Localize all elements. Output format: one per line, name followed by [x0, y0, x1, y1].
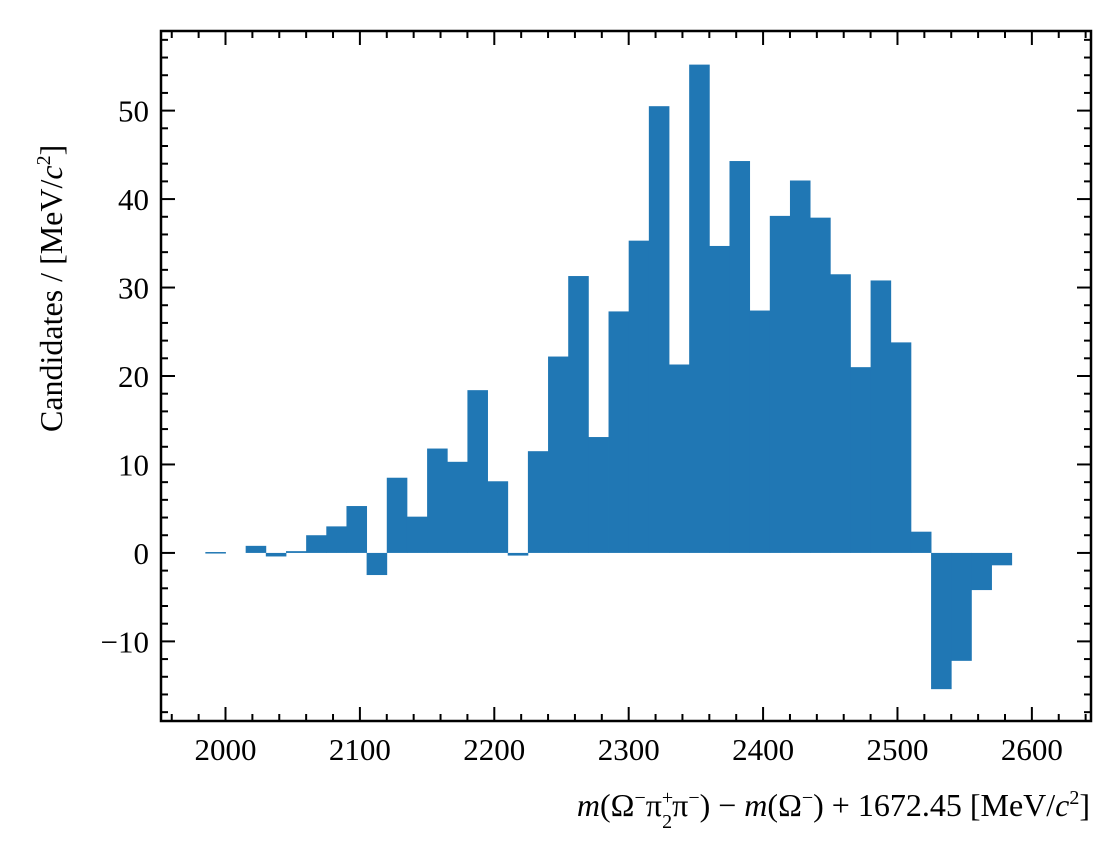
histogram-bar [427, 448, 448, 553]
histogram-bar [669, 364, 690, 553]
histogram-bar [789, 180, 811, 553]
x-tick-labels: 2000 2100 2200 2300 2400 2500 2600 [195, 732, 1063, 767]
histogram-bar [910, 531, 932, 553]
histogram-bar [386, 477, 408, 553]
y-tick-label: −10 [101, 624, 149, 659]
histogram-bar [306, 535, 327, 553]
y-tick-label: 40 [118, 182, 149, 217]
histogram-bar [769, 215, 791, 553]
x-axis-label: m(Ω−π+ 2π−) − m(Ω−) + 1672.45 [MeV/c2] [577, 787, 1090, 833]
histogram-bar [850, 367, 871, 553]
histogram-bar [608, 311, 630, 553]
x-tick-label: 2300 [598, 732, 660, 767]
histogram-bar [548, 356, 569, 553]
y-axis-label: Candidates / [MeV/c2] [33, 145, 69, 432]
histogram-bar [628, 240, 650, 553]
histogram-bar [689, 64, 710, 553]
histogram-bar [406, 516, 428, 553]
histogram-bar [991, 552, 1013, 566]
histogram-bar [507, 552, 529, 556]
y-tick-labels: −10 0 10 20 30 40 50 [101, 94, 149, 660]
histogram-bar [870, 280, 892, 553]
x-tick-label: 2200 [463, 732, 525, 767]
histogram-bar [568, 276, 589, 553]
histogram-bar [467, 390, 488, 553]
histogram-bar [931, 552, 952, 690]
histogram-bar [366, 552, 388, 576]
histogram-bar [588, 437, 609, 553]
histogram-bar [205, 552, 226, 554]
histogram-bar [285, 551, 307, 553]
plot-frame [159, 29, 1093, 723]
histogram-bar [729, 161, 751, 553]
histogram-bar [648, 106, 670, 553]
x-tick-label: 2400 [732, 732, 794, 767]
x-tick-label: 2100 [329, 732, 391, 767]
histogram-bar [527, 451, 549, 553]
y-tick-label: 50 [118, 94, 149, 129]
y-tick-label: 10 [118, 447, 149, 482]
y-tick-label: 20 [118, 359, 149, 394]
y-tick-label: 30 [118, 271, 149, 306]
histogram-bar [265, 552, 287, 557]
histogram-bar [890, 342, 912, 553]
histogram-bar [326, 526, 347, 553]
x-tick-label: 2500 [866, 732, 928, 767]
x-tick-label: 2600 [1001, 732, 1063, 767]
histogram-bar [709, 245, 730, 553]
y-tick-label: 0 [134, 536, 150, 571]
histogram-bar [447, 461, 468, 553]
histogram-bar [810, 217, 831, 553]
x-tick-label: 2000 [195, 732, 257, 767]
histogram-bar [951, 552, 972, 661]
histogram-bar [971, 552, 992, 591]
bars-group [205, 64, 1013, 690]
histogram-bar [487, 481, 509, 553]
histogram-bar [830, 274, 851, 553]
histogram-bar [245, 545, 267, 553]
histogram-bar [346, 506, 368, 553]
histogram-bar [749, 310, 771, 553]
